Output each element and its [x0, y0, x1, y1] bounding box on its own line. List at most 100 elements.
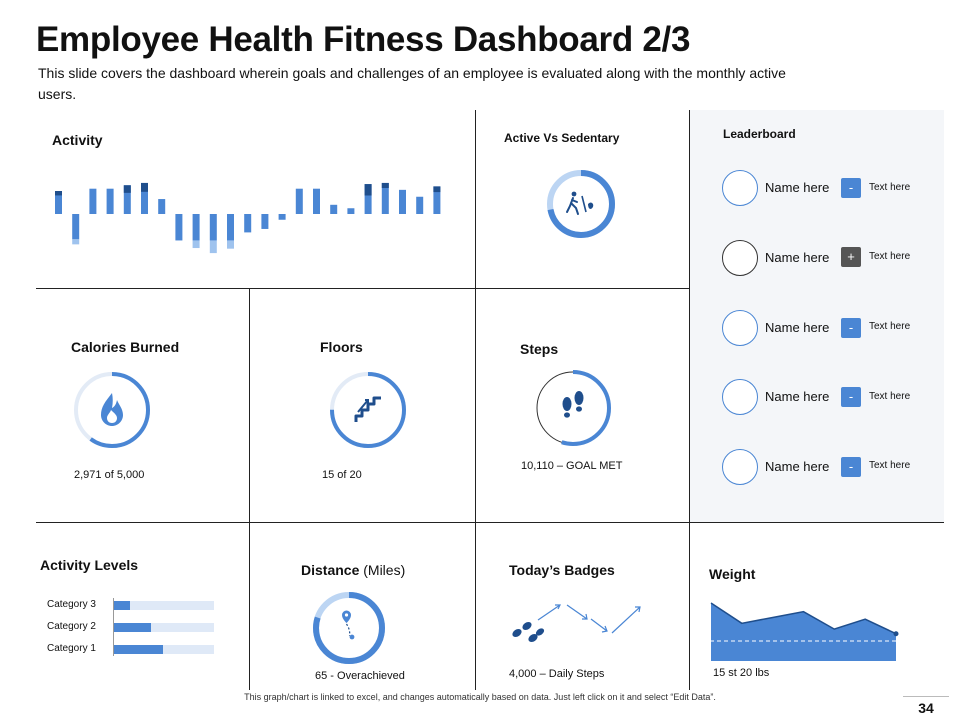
distance-value: 65 - Overachieved — [315, 670, 405, 682]
ring-progress — [330, 372, 406, 448]
badges-graphic — [512, 604, 641, 643]
leaderboard-minus-button[interactable]: - — [841, 178, 861, 198]
activity-bar — [278, 214, 286, 220]
floors-value: 15 of 20 — [322, 469, 362, 481]
weight-value: 15 st 20 lbs — [713, 667, 770, 679]
activity-bar-segment — [381, 182, 389, 189]
steps-ring — [535, 370, 611, 446]
activity-label: Activity — [52, 132, 103, 148]
footprints-icon — [562, 391, 584, 418]
leaderboard-avatar — [722, 240, 758, 276]
activity-bar — [123, 185, 131, 214]
leaderboard-plus-button[interactable]: + — [841, 247, 861, 267]
leaderboard-minus-button[interactable]: - — [841, 387, 861, 407]
grid-divider — [36, 288, 690, 289]
grid-divider — [475, 110, 476, 690]
page-number: 34 — [903, 696, 949, 719]
category-label: Category 3 — [47, 599, 96, 610]
grid-divider — [36, 522, 944, 523]
activity-bar — [89, 188, 97, 214]
badges-label: Today’s Badges — [509, 562, 615, 578]
calories-label: Calories Burned — [71, 339, 180, 355]
activity-bar — [158, 199, 166, 214]
leaderboard-avatar — [722, 379, 758, 415]
active-vs-sedentary-label: Active Vs Sedentary — [504, 131, 620, 145]
leaderboard-text: Text here — [869, 321, 911, 332]
leaderboard-name: Name here — [765, 180, 830, 195]
activity-bar — [295, 188, 303, 214]
activity-bar-segment — [209, 240, 217, 254]
leaderboard-text: Text here — [869, 182, 911, 193]
category-bar — [114, 645, 163, 654]
activity-bar — [106, 188, 114, 214]
activity-bar — [313, 188, 320, 214]
grid-divider — [689, 110, 690, 690]
ring-progress — [74, 372, 150, 448]
weight-chart — [710, 602, 899, 661]
leaderboard-minus-button[interactable]: - — [841, 457, 861, 477]
activity-levels-label: Activity Levels — [40, 557, 139, 573]
activity-bar — [347, 208, 355, 214]
distance-label: Distance (Miles) — [301, 562, 405, 578]
ring-progress — [535, 370, 611, 446]
steps-value: 10,110 – GOAL MET — [521, 460, 623, 472]
activity-bar-segment — [123, 185, 131, 193]
leaderboard-text: Text here — [869, 251, 911, 262]
activity-bar — [261, 214, 269, 229]
weight-line — [710, 602, 897, 635]
activity-bar — [399, 189, 406, 214]
activity-bar-segment — [72, 239, 80, 245]
category-bar-track — [114, 623, 214, 632]
category-bar-track — [114, 601, 214, 610]
activity-bar — [244, 214, 252, 233]
footer-note: This graph/chart is linked to excel, and… — [244, 692, 716, 702]
page-title: Employee Health Fitness Dashboard 2/3 — [36, 20, 691, 59]
activity-bar-segment — [227, 240, 234, 249]
axis-line — [113, 598, 114, 656]
activity-bar-segment — [433, 186, 441, 193]
walking-icon — [566, 191, 594, 215]
activity-bar — [416, 196, 424, 214]
arrow-up-icon — [357, 399, 369, 413]
trend-arrow-icon — [537, 604, 641, 634]
activity-bar — [192, 214, 200, 241]
category-bar — [114, 623, 151, 632]
steps-label: Steps — [520, 341, 559, 357]
activity-bar — [55, 191, 62, 214]
leaderboard-name: Name here — [765, 250, 830, 265]
badges-value: 4,000 – Daily Steps — [509, 668, 605, 680]
category-bar-track — [114, 645, 214, 654]
activity-bar — [364, 184, 372, 214]
activity-bar — [381, 182, 389, 214]
distance-unit: (Miles) — [363, 562, 406, 578]
weight-area — [711, 603, 896, 661]
activity-bar — [175, 214, 183, 241]
stairs-icon — [354, 396, 381, 422]
activity-bar — [72, 214, 80, 240]
leaderboard-name: Name here — [765, 320, 830, 335]
calories-ring — [74, 372, 150, 448]
activity-bar — [209, 214, 217, 241]
activity-bar-segment — [141, 182, 148, 192]
category-label: Category 2 — [47, 621, 96, 632]
weight-label: Weight — [709, 566, 756, 582]
category-bar — [114, 601, 130, 610]
grid-divider — [249, 288, 250, 690]
leaderboard-avatar — [722, 170, 758, 206]
leaderboard-text: Text here — [869, 391, 911, 402]
ring-progress — [547, 170, 615, 238]
activity-bar — [227, 214, 234, 241]
calories-value: 2,971 of 5,000 — [74, 469, 145, 481]
floors-label: Floors — [320, 339, 363, 355]
leaderboard-text: Text here — [869, 460, 911, 471]
activity-bar-segment — [364, 184, 372, 196]
flame-icon — [101, 393, 123, 426]
category-label: Category 1 — [47, 643, 96, 654]
leaderboard-name: Name here — [765, 389, 830, 404]
footprints-icon — [512, 621, 545, 643]
activity-bar-segment — [192, 240, 200, 249]
activity-bar-segment — [55, 191, 62, 196]
map-pin-icon — [342, 610, 355, 640]
leaderboard-minus-button[interactable]: - — [841, 318, 861, 338]
activity-bar — [330, 204, 338, 214]
